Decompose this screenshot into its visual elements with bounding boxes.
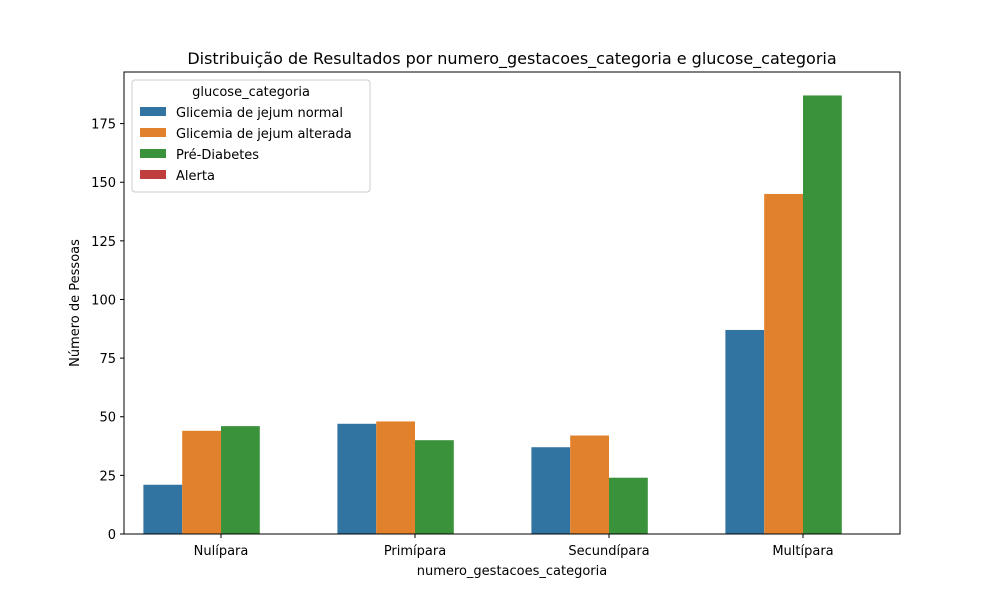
bar-2-2 <box>376 421 415 534</box>
x-axis: Nulípara Primípara Secundípara Multípara <box>194 534 834 559</box>
legend-box <box>131 79 371 193</box>
x-tick-label: Primípara <box>384 544 446 559</box>
legend-swatch <box>140 107 166 116</box>
legend-swatch <box>140 128 166 137</box>
y-axis-label: Número de Pessoas <box>68 239 83 367</box>
x-tick-label: Multípara <box>772 544 833 559</box>
y-tick-label: 125 <box>91 235 116 250</box>
y-tick-label: 150 <box>91 176 116 191</box>
y-axis: 0 25 50 75 100 125 150 175 <box>91 118 124 543</box>
legend-swatch <box>140 170 166 179</box>
bar-3-4 <box>803 95 842 534</box>
bar-3-2 <box>415 440 454 534</box>
plot-frame <box>123 71 901 535</box>
chart-title: Distribuição de Resultados por numero_ge… <box>187 49 836 69</box>
y-tick-label: 75 <box>99 352 116 367</box>
x-tick-label: Nulípara <box>194 544 249 559</box>
x-tick-label: Secundípara <box>568 544 649 559</box>
legend-swatch <box>140 149 166 158</box>
bar-1-2 <box>337 423 377 534</box>
bar-3-3 <box>609 477 648 534</box>
y-tick-label: 175 <box>91 118 116 133</box>
legend: glucose_categoria Glicemia de jejum norma… <box>131 79 371 193</box>
x-axis-label: numero_gestacoes_categoria <box>417 564 607 579</box>
bars-group <box>143 95 842 535</box>
y-tick-label: 25 <box>99 469 116 484</box>
bar-2-1 <box>182 430 221 534</box>
legend-title: glucose_categoria <box>192 85 310 100</box>
bar-1-3 <box>531 447 571 534</box>
legend-item-label: Glicemia de jejum alterada <box>176 127 352 142</box>
bar-3-1 <box>221 426 260 534</box>
y-tick-label: 50 <box>99 411 116 426</box>
bar-2-4 <box>764 193 803 535</box>
y-tick-label: 0 <box>108 528 116 543</box>
bar-1-1 <box>143 484 183 534</box>
y-tick-label: 100 <box>91 293 116 308</box>
legend-item-label: Glicemia de jejum normal <box>176 106 343 121</box>
legend-item-label: Alerta <box>176 169 215 184</box>
bar-1-4 <box>725 329 765 534</box>
legend-item-label: Pré-Diabetes <box>176 148 259 163</box>
bar-2-3 <box>570 435 609 534</box>
